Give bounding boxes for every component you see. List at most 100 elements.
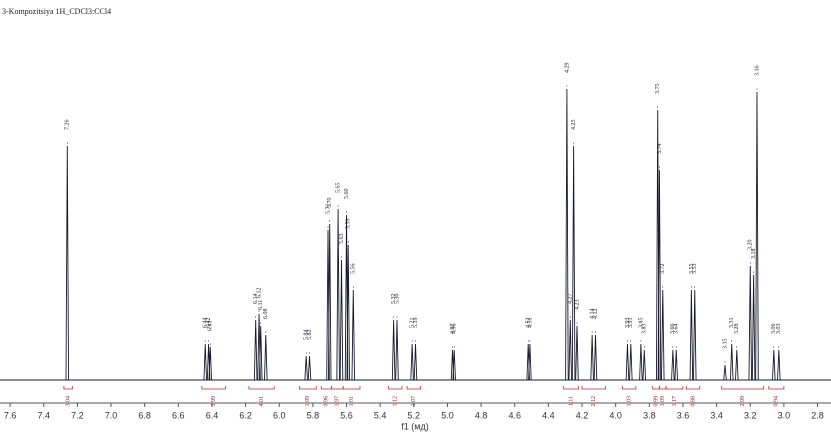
peak-label: 4.25 (571, 120, 577, 131)
peak-label: 6.08 (263, 309, 269, 320)
peak-label: 6.12 (256, 288, 262, 299)
peak-label: 5.71 (325, 204, 331, 215)
x-tick-label: 6.4 (206, 410, 219, 420)
x-tick-label: 3.8 (643, 410, 656, 420)
peak (751, 274, 756, 381)
peak (410, 343, 414, 381)
integral-bracket (665, 386, 684, 390)
peak (642, 349, 647, 381)
peak (730, 343, 734, 381)
peak-label: 3.53 (692, 264, 698, 275)
peak (629, 343, 633, 381)
peak-label: 7.26 (65, 120, 71, 131)
peak-label: 4.23 (574, 300, 580, 311)
peak-label: 5.70 (327, 198, 333, 209)
peak-label: 4.96 (452, 324, 458, 335)
integral-label: 1.09 (660, 396, 666, 407)
peak (565, 88, 569, 381)
peak (639, 343, 643, 381)
integral-label: 1.12 (393, 396, 399, 407)
peak (777, 349, 781, 381)
integral-label: 1.17 (672, 396, 678, 407)
x-tick-label: 4.6 (508, 410, 521, 420)
peak-label: 3.06 (771, 324, 777, 335)
peak-label: 5.59 (346, 219, 352, 230)
peak (327, 223, 332, 381)
peak-label: 4.27 (568, 294, 574, 305)
x-tick-label: 4.8 (475, 410, 488, 420)
peak-label: 3.66 (670, 324, 676, 335)
integral-bracket (63, 386, 73, 390)
peak (65, 145, 70, 381)
integral-bracket (721, 386, 765, 390)
x-tick-label: 5.8 (307, 410, 320, 420)
peak (689, 289, 694, 381)
x-tick-label: 7.6 (4, 410, 17, 420)
x-tick-label: 7.2 (71, 410, 84, 420)
x-tick-label: 5.6 (340, 410, 353, 420)
peak (593, 334, 598, 381)
x-tick-label: 4.0 (609, 410, 622, 420)
x-tick-label: 6.8 (138, 410, 151, 420)
integral-bracket (330, 386, 344, 390)
x-tick-label: 6.0 (273, 410, 286, 420)
peak-label: 4.52 (526, 318, 532, 329)
peak (264, 334, 268, 381)
peak (735, 349, 739, 381)
peak-label: 3.93 (625, 318, 631, 329)
peak-label: 3.31 (729, 318, 735, 329)
x-tick-label: 7.4 (37, 410, 50, 420)
integral-label: 1.99 (305, 396, 311, 407)
integral-bracket (342, 386, 361, 390)
integral-bracket (320, 386, 332, 390)
integral-label: 0.88 (690, 396, 696, 407)
peak-label: 3.91 (628, 318, 634, 329)
integral-bracket (299, 386, 317, 390)
peak-label: 3.20 (748, 240, 754, 251)
peak-label: 4.14 (590, 309, 596, 320)
peak (336, 208, 340, 381)
peak-label: 4.97 (450, 324, 456, 335)
x-tick-label: 3.0 (778, 410, 791, 420)
x-tick-label: 6.6 (172, 410, 185, 420)
x-tick-label: 5.4 (374, 410, 387, 420)
peak (568, 319, 573, 381)
peak-label: 4.29 (564, 63, 570, 74)
peak-label: 3.74 (657, 144, 663, 155)
peak (307, 355, 312, 381)
peak (346, 244, 350, 381)
integral-bracket (563, 386, 580, 390)
peak (528, 343, 532, 381)
integral-label: 3.04 (66, 396, 72, 407)
peak-label: 5.63 (339, 234, 345, 245)
peak (395, 319, 399, 381)
integral-label: 4.01 (259, 396, 265, 407)
integral-bracket (406, 386, 421, 390)
peak-label: 3.72 (660, 264, 666, 275)
integral-label: 1.01 (349, 396, 355, 407)
integral-bracket (768, 386, 785, 390)
integral-label: 0.99 (653, 396, 659, 407)
integral-label: 2.12 (591, 396, 597, 407)
integral-bracket (201, 386, 226, 390)
peak (571, 145, 576, 381)
integral-label: 1.99 (211, 396, 217, 407)
peak (351, 289, 356, 381)
peak-label: 5.56 (351, 264, 357, 275)
peak (755, 91, 759, 381)
peak (723, 364, 727, 381)
peak-label: 4.51 (527, 318, 533, 329)
integral-bracket (622, 386, 637, 390)
peak-label: 5.60 (344, 189, 350, 200)
peak-label: 3.28 (734, 324, 740, 335)
x-axis-label: f1 (мд) (401, 421, 428, 431)
peak (339, 259, 344, 381)
peak (772, 349, 776, 381)
peak-label: 6.42 (206, 318, 212, 329)
integral-bracket (248, 386, 275, 390)
peak (575, 325, 579, 381)
peak (413, 343, 418, 381)
integral-bracket (685, 386, 701, 390)
x-tick-label: 2.8 (811, 410, 824, 420)
peak-label: 5.84 (304, 330, 310, 341)
